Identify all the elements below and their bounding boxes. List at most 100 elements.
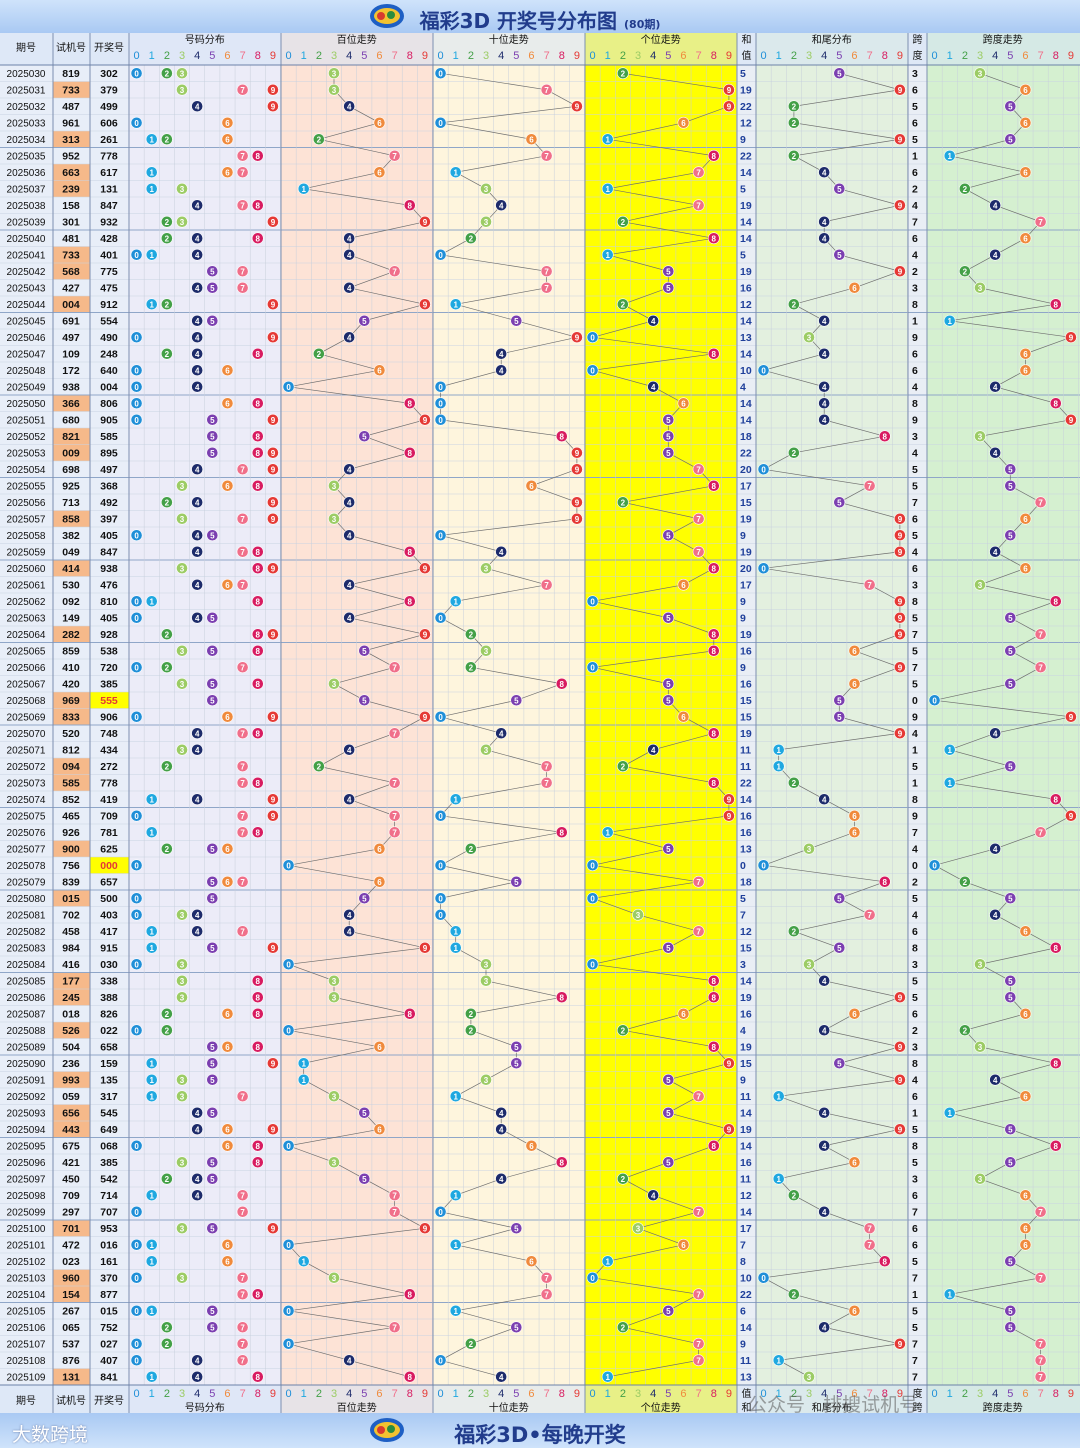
units-trend-ball-label: 8 (712, 1043, 717, 1052)
hund-trend-ball (388, 776, 401, 789)
tens-trend-ball-label: 5 (514, 696, 519, 705)
tail-trend-ball (848, 281, 861, 294)
tens-trend-ball (555, 677, 568, 690)
span-trend-ball-label: 5 (1008, 1323, 1013, 1332)
distribution-ball-label: 4 (195, 795, 200, 804)
distribution-ball-label: 0 (134, 416, 139, 425)
tail-trend-ball (757, 463, 770, 476)
sum-cell: 22 (740, 101, 752, 113)
hund-trend-ball-label: 1 (301, 1059, 306, 1068)
units-trend-ball (601, 1370, 614, 1383)
span-trend-ball-label: 6 (1023, 927, 1028, 936)
hund-trend-ball (328, 1156, 340, 1169)
distribution-ball (130, 248, 143, 261)
sum-cell: 3 (740, 959, 746, 971)
digit-header: 3 (635, 50, 641, 62)
sum-cell: 14 (740, 398, 752, 410)
span-trend-ball (1004, 1304, 1017, 1317)
span-trend-ball (974, 67, 986, 80)
sum-cell: 15 (740, 1058, 752, 1070)
units-trend-ball-label: 3 (636, 911, 641, 920)
distribution-ball-label: 6 (225, 878, 230, 887)
tail-trend-ball (848, 677, 861, 690)
digit-header: 6 (680, 1388, 686, 1400)
distribution-ball (130, 413, 143, 426)
distribution-ball (191, 331, 204, 344)
distribution-ball (160, 842, 173, 855)
distribution-ball-label: 5 (210, 1076, 215, 1085)
distribution-ball-label: 7 (240, 1340, 245, 1349)
trial-cell: 009 (62, 447, 80, 459)
units-trend-ball (647, 1189, 660, 1202)
distribution-ball (236, 199, 249, 212)
digit-header: 7 (696, 1388, 702, 1400)
hund-trend-ball (343, 529, 356, 542)
distribution-ball-label: 6 (225, 399, 230, 408)
draw-cell: 720 (100, 662, 118, 674)
distribution-ball-label: 3 (180, 218, 185, 227)
tens-trend-ball-label: 8 (560, 680, 565, 689)
sum-cell: 16 (740, 827, 752, 839)
tens-trend-ball (480, 743, 492, 756)
distribution-ball-label: 4 (195, 465, 200, 474)
tens-trend-ball (571, 512, 583, 525)
tail-trend-ball-label: 9 (898, 663, 903, 672)
distribution-ball-label: 9 (271, 564, 276, 573)
trial-highlight (53, 131, 90, 148)
draw-cell: 928 (100, 629, 118, 641)
tail-trend-ball (894, 595, 906, 608)
units-trend-ball (586, 661, 599, 674)
sum-cell: 14 (740, 167, 752, 179)
sum-cell: 15 (740, 695, 752, 707)
draw-cell: 500 (100, 893, 118, 905)
period-cell: 2025055 (7, 481, 46, 492)
distribution-ball-label: 4 (195, 102, 200, 111)
hund-trend-ball-label: 7 (392, 152, 397, 161)
sum-cell: 16 (740, 678, 752, 690)
period-cell: 2025049 (7, 382, 46, 393)
units-trend-ball-label: 0 (590, 597, 595, 606)
tens-trend-ball (540, 149, 553, 162)
units-trend-ball-label: 7 (696, 515, 701, 524)
distribution-ball-label: 3 (180, 1224, 185, 1233)
hund-trend-ball-label: 8 (408, 399, 413, 408)
distribution-ball (221, 578, 234, 591)
units-trend-ball-label: 6 (681, 399, 686, 408)
hund-trend-ball (312, 760, 325, 773)
distribution-ball (160, 1007, 173, 1020)
section-header: 百位走势 (337, 33, 377, 46)
distribution-ball-label: 1 (149, 168, 154, 177)
tail-trend-ball (818, 1321, 831, 1334)
tens-trend-ball-label: 5 (514, 1043, 519, 1052)
period-cell: 2025058 (7, 531, 46, 542)
draw-cell: 707 (100, 1206, 118, 1218)
hund-trend-ball-label: 7 (392, 828, 397, 837)
tens-trend-ball (464, 628, 477, 641)
tail-trend-ball (863, 479, 876, 492)
span-cell: 5 (912, 1256, 918, 1268)
hund-trend-ball-label: 7 (392, 663, 397, 672)
distribution-ball (160, 628, 173, 641)
distribution-ball-label: 3 (180, 960, 185, 969)
tail-trend-ball-label: 9 (898, 515, 903, 524)
units-trend-ball-label: 4 (651, 1191, 656, 1200)
tens-trend-ball (434, 892, 447, 905)
tens-trend-ball (480, 215, 492, 228)
period-cell: 2025071 (7, 745, 46, 756)
units-trend-ball-label: 9 (727, 1125, 732, 1134)
tail-trend-ball-label: 6 (852, 828, 857, 837)
tens-trend-ball-label: 7 (544, 284, 549, 293)
trial-cell: 059 (62, 1091, 80, 1103)
tens-trend-ball-label: 5 (514, 1059, 519, 1068)
hund-trend-ball-label: 9 (423, 1224, 428, 1233)
draw-cell: 419 (100, 794, 118, 806)
period-cell: 2025081 (7, 910, 46, 921)
tens-trend-ball-label: 1 (453, 795, 458, 804)
hund-trend-ball-label: 6 (377, 366, 382, 375)
distribution-ball-label: 1 (149, 185, 154, 194)
hund-trend-ball (358, 644, 371, 657)
distribution-ball (267, 463, 279, 476)
hund-trend-ball (388, 826, 401, 839)
hund-trend-ball (419, 941, 431, 954)
units-trend-ball-label: 5 (666, 944, 671, 953)
